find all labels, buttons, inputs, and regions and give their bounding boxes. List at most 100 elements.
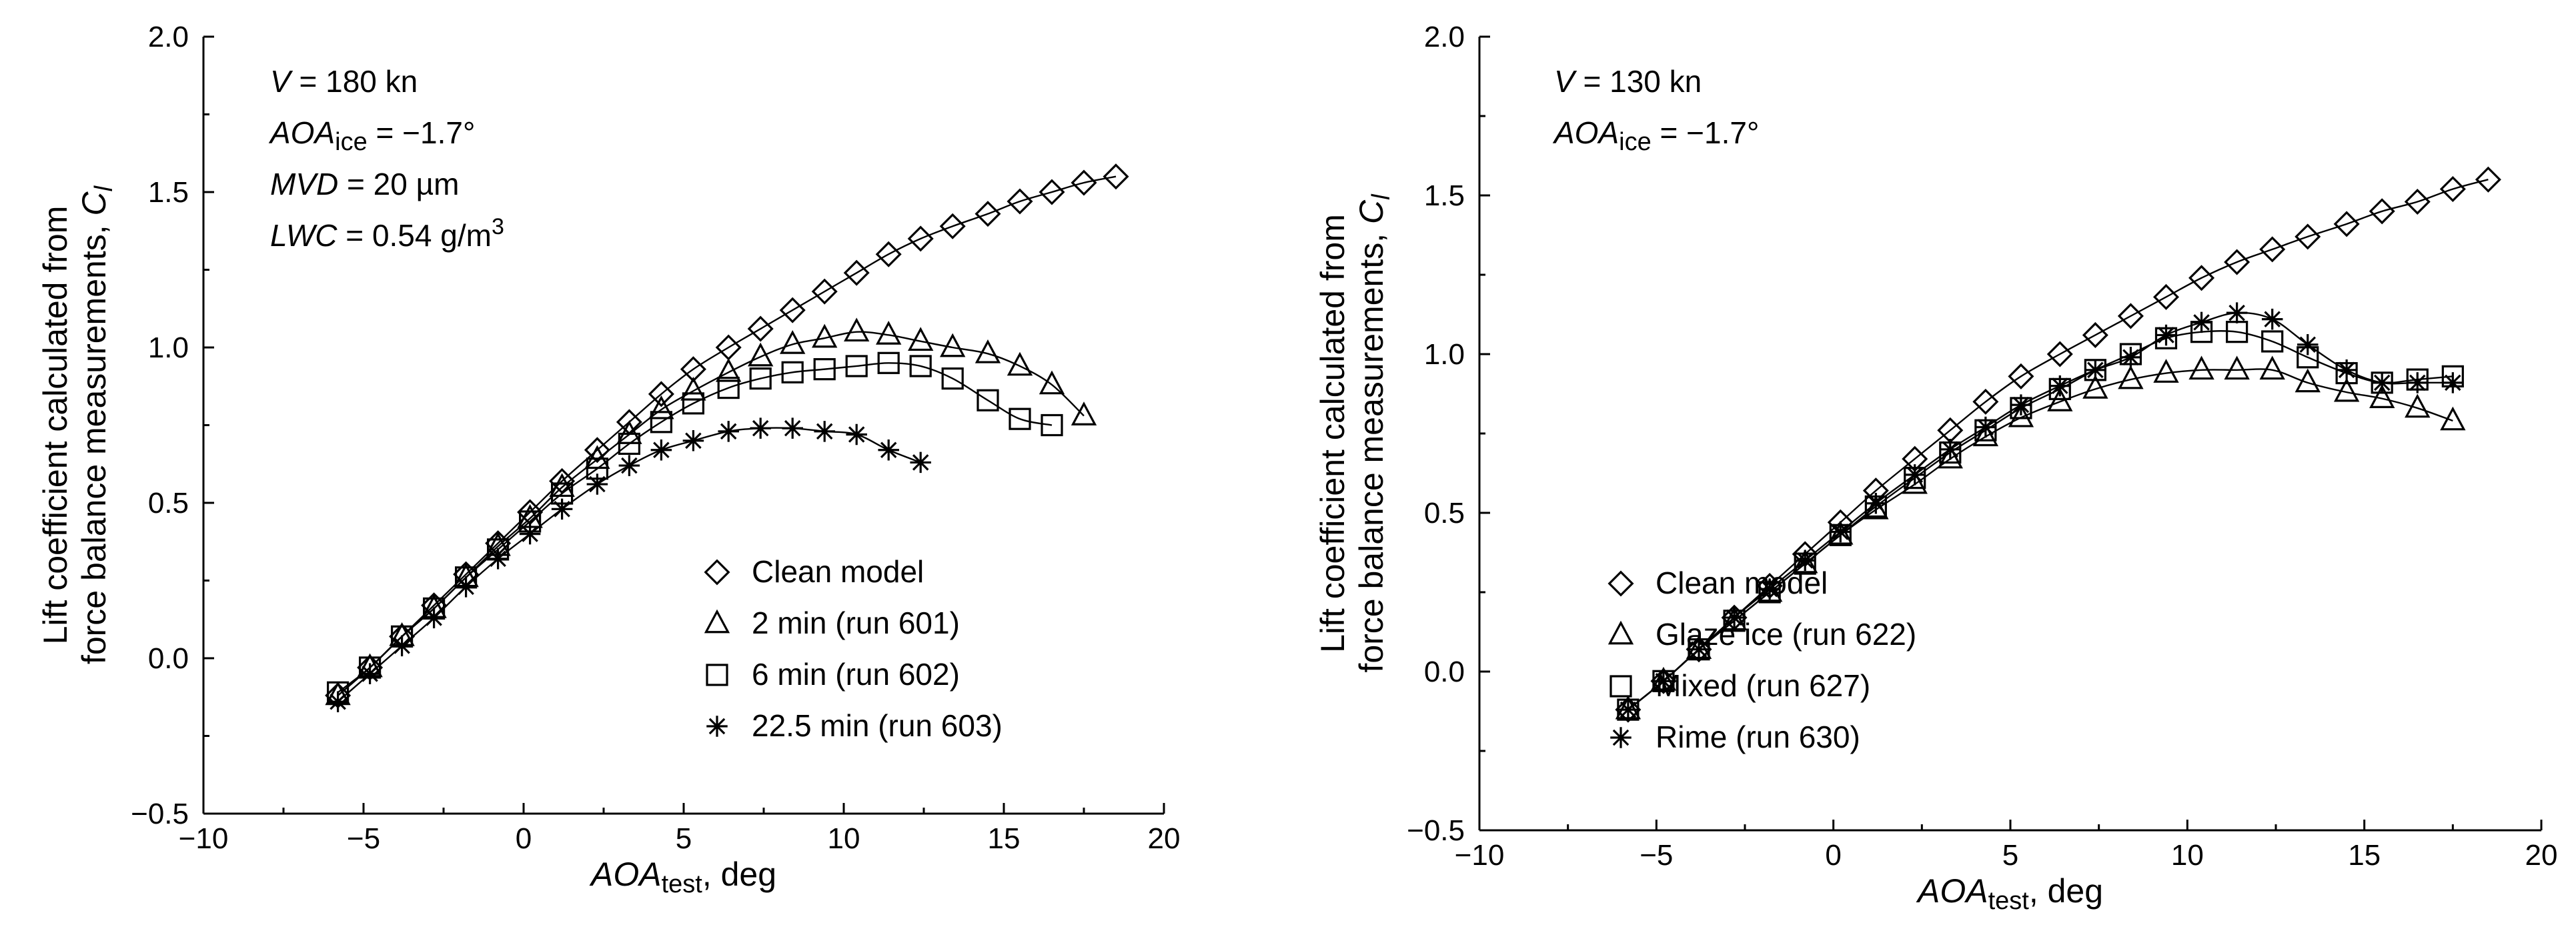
y-axis-label-line2: force balance measurements, Cl [75,185,118,664]
chart-left: −10 −5 0 5 10 15 20 −0.5 0.0 0.5 1.0 1.5 2.0 AOAtest,… [37,21,1180,898]
x-tick-label: −5 [347,822,380,855]
legend-label: 22.5 min (run 603) [752,708,1003,743]
y-tick-label: 0.0 [148,642,189,675]
legend-marker [706,716,728,737]
data-point [749,367,772,390]
data-point [2261,308,2283,330]
y-tick-label: 2.0 [148,21,189,53]
data-point [1039,179,1065,205]
legend-label: Clean model [1656,566,1828,600]
data-point [2442,372,2464,393]
data-point [2120,347,2142,368]
data-point [549,473,575,498]
data-point [2049,375,2071,397]
x-tick-label: 20 [2525,839,2558,872]
data-point [2259,236,2286,263]
data-point [2261,330,2284,353]
legend-marker [704,559,730,586]
data-point [1007,188,1033,215]
data-point [876,320,902,345]
data-point [2404,189,2431,215]
data-point [650,439,672,461]
legend-marker [1610,727,1632,748]
series-square [327,351,1063,704]
data-point [1007,351,1033,376]
data-point [586,473,608,495]
y-tick-label: 2.0 [1424,21,1465,53]
data-point [2407,372,2429,393]
data-point [1759,578,1780,600]
y-tick-label: 0.0 [1424,656,1465,688]
series-asterisk [327,417,931,712]
annotation-aoa-ice: AOAice = −1.7° [1552,115,1759,156]
data-point [910,451,931,473]
legend-label: 2 min (run 601) [752,606,960,640]
data-point [909,355,932,377]
data-point [2259,355,2285,380]
y-axis-label: Lift coefficient calculated from force ba… [1314,193,1395,673]
data-point [908,327,934,351]
legend-label: 6 min (run 602) [752,657,960,692]
y-tick-label: 1.0 [1424,338,1465,371]
legend-marker [1607,620,1634,645]
data-point [648,381,674,407]
legend-label: Rime (run 630) [1656,720,1860,754]
x-tick-label: 0 [1825,839,1841,872]
y-tick-label: 0.5 [148,487,189,520]
x-tick-label: 15 [988,822,1021,855]
data-point [1039,370,1065,395]
series-asterisk [1618,302,2464,720]
legend-marker [704,609,730,634]
data-point [2082,374,2108,399]
annotation-aoa-ice: AOAice = −1.7° [268,115,475,156]
data-point [423,607,445,629]
data-point [844,317,870,342]
annotation-v: V = 130 kn [1554,64,1702,99]
data-point [1972,388,1999,415]
data-point [618,455,640,476]
data-point [750,417,771,439]
series-line [337,175,1117,696]
chart-right: −10 −5 0 5 10 15 20 −0.5 0.0 0.5 1.0 1.5 2.0 AOAtest,… [1314,21,2557,915]
data-point [2046,341,2073,367]
data-point [487,548,509,570]
data-point [1686,636,1712,663]
data-point [2118,365,2144,389]
data-point [2153,359,2179,383]
data-point [940,333,966,357]
legend-marker [706,664,728,686]
x-tick-label: 0 [516,822,532,855]
data-point [648,395,674,419]
data-point [716,357,742,382]
data-point [2117,303,2144,329]
data-point [1828,520,1854,545]
legend-label: Mixed (run 627) [1656,668,1870,703]
data-point [2295,368,2321,393]
data-point [519,523,541,545]
x-tick-label: 5 [676,822,692,855]
x-tick-label: 10 [828,822,860,855]
data-point [551,498,573,520]
data-point [1688,638,1710,660]
data-point [1650,668,1677,694]
data-point [782,417,803,439]
series-triangle [325,317,1097,706]
data-point [1071,401,1097,425]
series-line [1628,368,2453,711]
data-point [2010,394,2032,415]
data-point [2008,363,2034,389]
x-tick-label: 5 [2002,839,2018,872]
data-point [1865,492,1887,514]
x-tick-label: −10 [179,822,229,855]
y-tick-label: 1.5 [148,176,189,209]
data-point [682,392,705,415]
data-point [2155,324,2177,346]
series-line [337,331,1085,696]
data-point [1653,670,1674,692]
y-tick-label: −0.5 [131,798,189,830]
data-point [811,278,838,305]
x-tick-label: 20 [1148,822,1181,855]
data-point [682,430,704,451]
data-point [1830,521,1852,543]
